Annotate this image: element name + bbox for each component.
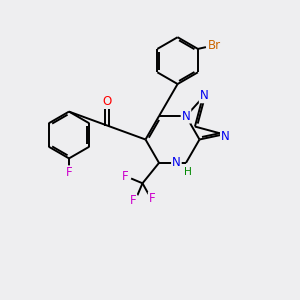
- Text: F: F: [122, 170, 128, 183]
- Text: F: F: [130, 194, 136, 207]
- Text: H: H: [184, 167, 192, 178]
- Text: N: N: [200, 89, 208, 102]
- Text: Br: Br: [208, 39, 220, 52]
- Text: N: N: [221, 130, 230, 142]
- Text: O: O: [103, 95, 112, 108]
- Text: N: N: [172, 156, 181, 170]
- Text: N: N: [182, 110, 190, 123]
- Text: F: F: [149, 192, 155, 206]
- Text: F: F: [66, 166, 72, 179]
